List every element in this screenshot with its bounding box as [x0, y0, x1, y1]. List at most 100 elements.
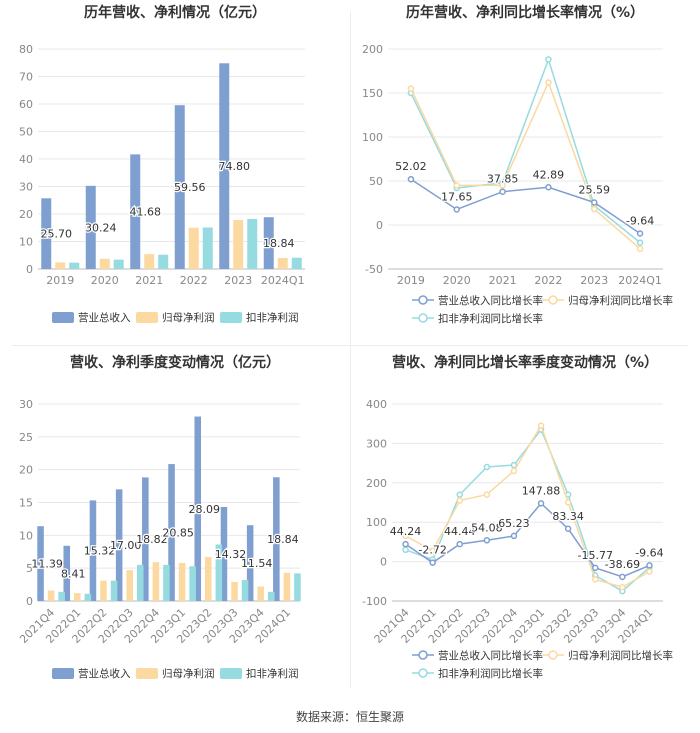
x-tick-label: 2019 — [46, 274, 74, 287]
legend-label: 归母净利润同比增长率 — [568, 649, 673, 662]
legend-item: 扣非净利润 — [220, 667, 299, 680]
data-label: -9.64 — [635, 546, 663, 559]
y-tick-label: 0 — [26, 263, 33, 276]
x-tick-label: 2020 — [91, 274, 119, 287]
series-point — [510, 532, 518, 540]
legend-swatch — [136, 668, 158, 679]
data-label: 20.85 — [162, 527, 194, 540]
horizontal-divider — [12, 345, 688, 346]
bar-deducted-profit — [291, 257, 302, 269]
y-tick-label: 0 — [26, 595, 33, 608]
legend-label: 扣非净利润同比增长率 — [438, 667, 543, 680]
legend-item: 归母净利润同比增长率 — [542, 294, 673, 307]
legend-label: 扣非净利润 — [246, 667, 299, 680]
x-tick-label: 2022 — [180, 274, 208, 287]
y-tick-label: 15 — [19, 497, 33, 510]
x-tick-label: 2019 — [397, 274, 425, 287]
series-point — [499, 188, 506, 195]
legend-swatch — [52, 668, 74, 679]
bar-net-profit — [126, 570, 133, 601]
y-tick-label: 40 — [19, 153, 33, 166]
data-label: 18.84 — [267, 533, 299, 546]
bar-deducted-profit — [294, 573, 301, 601]
legend-item: 营业总收入同比增长率 — [412, 294, 543, 307]
legend-marker — [418, 650, 428, 660]
bar-revenue — [246, 525, 254, 601]
data-label: 18.82 — [136, 533, 168, 546]
bar-net-profit — [152, 562, 160, 601]
data-label: 17.65 — [441, 190, 473, 203]
x-tick-label: 2024Q1 — [261, 274, 305, 287]
y-tick-label: 0 — [380, 556, 387, 569]
series-point — [619, 573, 626, 581]
bar-deducted-profit — [189, 566, 196, 601]
series-point — [646, 562, 653, 569]
y-tick-label: -100 — [362, 595, 387, 608]
y-tick-label: 100 — [362, 131, 383, 144]
bar-deducted-profit — [163, 564, 170, 601]
bar-net-profit — [178, 562, 186, 601]
series-point — [407, 85, 415, 92]
y-tick-label: 300 — [366, 437, 387, 450]
legend-swatch — [220, 668, 242, 679]
series-point — [510, 461, 518, 469]
legend-label: 归母净利润同比增长率 — [568, 294, 673, 307]
quarterly-growth-rate-chart: 营收、净利同比增长率季度变动情况（%）-10001002003004002021… — [362, 354, 673, 680]
y-tick-label: 70 — [19, 71, 33, 84]
series-line-deducted-profit — [410, 57, 641, 244]
chart-title: 营收、净利季度变动情况（亿元） — [70, 354, 280, 371]
series-point — [499, 182, 506, 189]
series-point — [402, 540, 409, 548]
bar-revenue — [115, 489, 123, 601]
series-point — [456, 540, 463, 548]
legend-label: 营业总收入 — [78, 667, 131, 680]
y-tick-label: 50 — [369, 175, 383, 188]
chart-title: 历年营收、净利同比增长率情况（%） — [406, 4, 644, 21]
bar-revenue — [174, 105, 185, 270]
data-label: 74.80 — [219, 160, 251, 173]
legend-marker — [418, 295, 428, 305]
data-label: 52.02 — [395, 160, 427, 173]
series-point — [407, 175, 415, 183]
series-point — [591, 199, 598, 206]
y-tick-label: 30 — [19, 398, 33, 411]
bar-revenue — [142, 477, 149, 601]
bar-net-profit — [144, 254, 155, 269]
bar-deducted-profit — [110, 580, 118, 601]
y-tick-label: 50 — [19, 126, 33, 139]
y-tick-label: 100 — [366, 516, 387, 529]
series-point — [429, 559, 436, 566]
series-point — [537, 500, 545, 507]
series-point — [456, 497, 463, 504]
legend-label: 营业总收入同比增长率 — [438, 294, 543, 307]
data-label: 83.34 — [552, 510, 584, 523]
bar-net-profit — [74, 593, 81, 601]
series-point — [564, 499, 572, 506]
legend-label: 营业总收入同比增长率 — [438, 649, 543, 662]
legend-label: 营业总收入 — [78, 311, 131, 324]
y-tick-label: -50 — [365, 263, 383, 276]
legend-item: 扣非净利润 — [220, 311, 299, 324]
bar-net-profit — [231, 581, 238, 601]
series-line-revenue — [405, 502, 650, 578]
data-label: -15.77 — [578, 549, 613, 562]
data-label: 17.00 — [110, 539, 142, 552]
legend-item: 归母净利润 — [136, 667, 215, 680]
data-label: -2.72 — [418, 544, 446, 557]
quarterly-revenue-profit-chart: 营收、净利季度变动情况（亿元）0510152025302021Q42022Q12… — [17, 354, 301, 680]
annual-growth-rate-chart: 历年营收、净利同比增长率情况（%） -50 0 50 100 150 200 2019 2020… — [362, 4, 673, 325]
bar-net-profit — [47, 590, 55, 601]
legend-item: 营业总收入同比增长率 — [412, 649, 543, 662]
legend-item: 营业总收入 — [52, 667, 131, 680]
y-tick-label: 0 — [376, 219, 383, 232]
bar-net-profit — [188, 227, 199, 269]
legend-swatch — [52, 312, 74, 323]
data-label: 42.89 — [533, 168, 565, 181]
y-tick-label: 20 — [19, 208, 33, 221]
y-tick-label: 10 — [19, 529, 33, 542]
bar-revenue — [41, 198, 52, 269]
bar-deducted-profit — [158, 254, 169, 269]
bar-revenue — [130, 154, 141, 269]
bar-deducted-profit — [113, 259, 124, 269]
series-point — [636, 239, 644, 246]
